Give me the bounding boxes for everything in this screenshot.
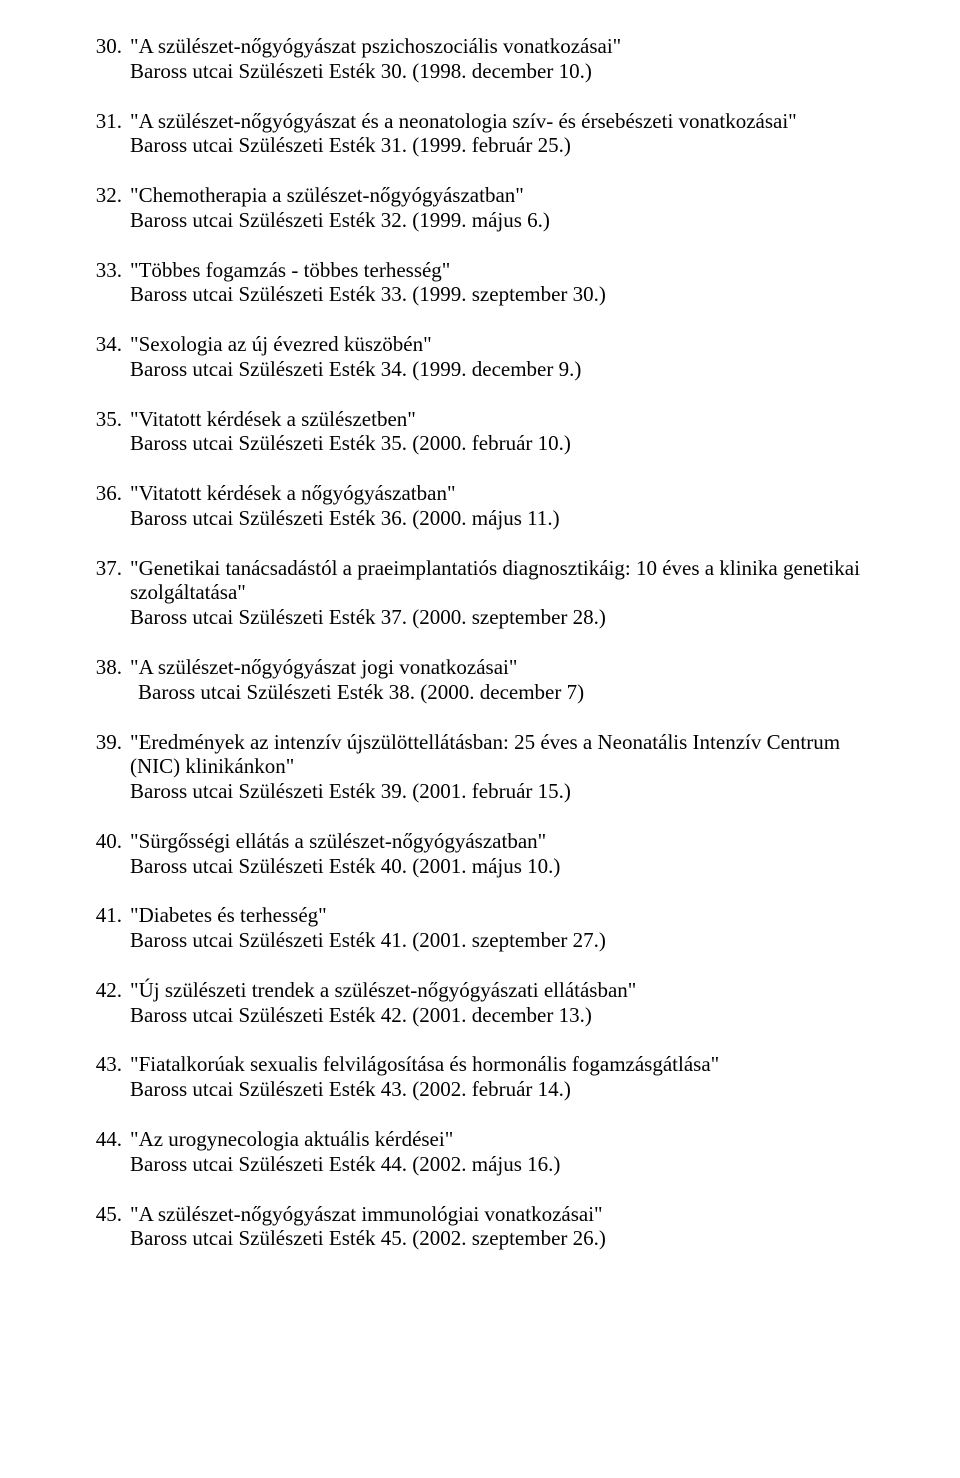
list-item: 44."Az urogynecologia aktuális kérdései"… bbox=[90, 1127, 870, 1177]
item-venue: Baross utcai Szülészeti Esték 42. (2001.… bbox=[130, 1003, 870, 1028]
item-title: "Többes fogamzás - többes terhesség" bbox=[130, 258, 870, 283]
numbered-list: 30."A szülészet-nőgyógyászat pszichoszoc… bbox=[90, 34, 870, 1251]
item-venue: Baross utcai Szülészeti Esték 43. (2002.… bbox=[130, 1077, 870, 1102]
item-content: "Chemotherapia a szülészet-nőgyógyászatb… bbox=[130, 183, 870, 233]
list-item: 33."Többes fogamzás - többes terhesség"B… bbox=[90, 258, 870, 308]
item-number: 33. bbox=[90, 258, 130, 308]
item-content: "Többes fogamzás - többes terhesség"Baro… bbox=[130, 258, 870, 308]
item-number: 39. bbox=[90, 730, 130, 804]
item-number: 40. bbox=[90, 829, 130, 879]
item-title: "Diabetes és terhesség" bbox=[130, 903, 870, 928]
item-number: 38. bbox=[90, 655, 130, 705]
item-title: "A szülészet-nőgyógyászat immunológiai v… bbox=[130, 1202, 870, 1227]
item-venue: Baross utcai Szülészeti Esték 30. (1998.… bbox=[130, 59, 870, 84]
item-venue: Baross utcai Szülészeti Esték 37. (2000.… bbox=[130, 605, 870, 630]
list-item: 37."Genetikai tanácsadástól a praeimplan… bbox=[90, 556, 870, 630]
list-item: 30."A szülészet-nőgyógyászat pszichoszoc… bbox=[90, 34, 870, 84]
item-venue: Baross utcai Szülészeti Esték 33. (1999.… bbox=[130, 282, 870, 307]
item-content: "Új szülészeti trendek a szülészet-nőgyó… bbox=[130, 978, 870, 1028]
list-item: 45."A szülészet-nőgyógyászat immunológia… bbox=[90, 1202, 870, 1252]
item-venue: Baross utcai Szülészeti Esték 45. (2002.… bbox=[130, 1226, 870, 1251]
item-title: "Chemotherapia a szülészet-nőgyógyászatb… bbox=[130, 183, 870, 208]
item-number: 41. bbox=[90, 903, 130, 953]
item-venue: Baross utcai Szülészeti Esték 40. (2001.… bbox=[130, 854, 870, 879]
list-item: 35."Vitatott kérdések a szülészetben"Bar… bbox=[90, 407, 870, 457]
list-item: 31."A szülészet-nőgyógyászat és a neonat… bbox=[90, 109, 870, 159]
item-title: "A szülészet-nőgyógyászat jogi vonatkozá… bbox=[130, 655, 870, 680]
item-number: 35. bbox=[90, 407, 130, 457]
item-venue: Baross utcai Szülészeti Esték 41. (2001.… bbox=[130, 928, 870, 953]
item-content: "A szülészet-nőgyógyászat pszichoszociál… bbox=[130, 34, 870, 84]
item-content: "Vitatott kérdések a nőgyógyászatban"Bar… bbox=[130, 481, 870, 531]
item-title: "Új szülészeti trendek a szülészet-nőgyó… bbox=[130, 978, 870, 1003]
item-venue: Baross utcai Szülészeti Esték 39. (2001.… bbox=[130, 779, 870, 804]
item-content: "Sexologia az új évezred küszöbén"Baross… bbox=[130, 332, 870, 382]
item-number: 42. bbox=[90, 978, 130, 1028]
list-item: 40."Sürgősségi ellátás a szülészet-nőgyó… bbox=[90, 829, 870, 879]
item-content: "A szülészet-nőgyógyászat és a neonatolo… bbox=[130, 109, 870, 159]
item-number: 37. bbox=[90, 556, 130, 630]
item-venue: Baross utcai Szülészeti Esték 38. (2000.… bbox=[130, 680, 870, 705]
item-content: "A szülészet-nőgyógyászat jogi vonatkozá… bbox=[130, 655, 870, 705]
list-item: 41."Diabetes és terhesség"Baross utcai S… bbox=[90, 903, 870, 953]
item-number: 31. bbox=[90, 109, 130, 159]
item-title: "Vitatott kérdések a szülészetben" bbox=[130, 407, 870, 432]
list-item: 39."Eredmények az intenzív újszülöttellá… bbox=[90, 730, 870, 804]
item-number: 32. bbox=[90, 183, 130, 233]
item-number: 45. bbox=[90, 1202, 130, 1252]
item-number: 34. bbox=[90, 332, 130, 382]
item-content: "Eredmények az intenzív újszülöttellátás… bbox=[130, 730, 870, 804]
list-item: 38."A szülészet-nőgyógyászat jogi vonatk… bbox=[90, 655, 870, 705]
item-venue: Baross utcai Szülészeti Esték 35. (2000.… bbox=[130, 431, 870, 456]
item-title: "Sexologia az új évezred küszöbén" bbox=[130, 332, 870, 357]
item-title: "Fiatalkorúak sexualis felvilágosítása é… bbox=[130, 1052, 870, 1077]
item-venue: Baross utcai Szülészeti Esték 36. (2000.… bbox=[130, 506, 870, 531]
item-venue: Baross utcai Szülészeti Esték 34. (1999.… bbox=[130, 357, 870, 382]
list-item: 42."Új szülészeti trendek a szülészet-nő… bbox=[90, 978, 870, 1028]
item-title: "Vitatott kérdések a nőgyógyászatban" bbox=[130, 481, 870, 506]
item-number: 30. bbox=[90, 34, 130, 84]
item-title: "A szülészet-nőgyógyászat és a neonatolo… bbox=[130, 109, 870, 134]
item-number: 36. bbox=[90, 481, 130, 531]
item-content: "Az urogynecologia aktuális kérdései"Bar… bbox=[130, 1127, 870, 1177]
item-content: "Sürgősségi ellátás a szülészet-nőgyógyá… bbox=[130, 829, 870, 879]
item-title: "Genetikai tanácsadástól a praeimplantat… bbox=[130, 556, 870, 606]
item-title: "Eredmények az intenzív újszülöttellátás… bbox=[130, 730, 870, 780]
item-content: "Vitatott kérdések a szülészetben"Baross… bbox=[130, 407, 870, 457]
list-item: 36."Vitatott kérdések a nőgyógyászatban"… bbox=[90, 481, 870, 531]
item-content: "Genetikai tanácsadástól a praeimplantat… bbox=[130, 556, 870, 630]
item-number: 44. bbox=[90, 1127, 130, 1177]
item-title: "Az urogynecologia aktuális kérdései" bbox=[130, 1127, 870, 1152]
item-venue: Baross utcai Szülészeti Esték 44. (2002.… bbox=[130, 1152, 870, 1177]
list-item: 32."Chemotherapia a szülészet-nőgyógyász… bbox=[90, 183, 870, 233]
item-number: 43. bbox=[90, 1052, 130, 1102]
item-venue: Baross utcai Szülészeti Esték 31. (1999.… bbox=[130, 133, 870, 158]
item-title: "A szülészet-nőgyógyászat pszichoszociál… bbox=[130, 34, 870, 59]
list-item: 34."Sexologia az új évezred küszöbén"Bar… bbox=[90, 332, 870, 382]
item-venue: Baross utcai Szülészeti Esték 32. (1999.… bbox=[130, 208, 870, 233]
item-content: "Diabetes és terhesség"Baross utcai Szül… bbox=[130, 903, 870, 953]
item-title: "Sürgősségi ellátás a szülészet-nőgyógyá… bbox=[130, 829, 870, 854]
list-item: 43."Fiatalkorúak sexualis felvilágosítás… bbox=[90, 1052, 870, 1102]
item-content: "A szülészet-nőgyógyászat immunológiai v… bbox=[130, 1202, 870, 1252]
item-content: "Fiatalkorúak sexualis felvilágosítása é… bbox=[130, 1052, 870, 1102]
